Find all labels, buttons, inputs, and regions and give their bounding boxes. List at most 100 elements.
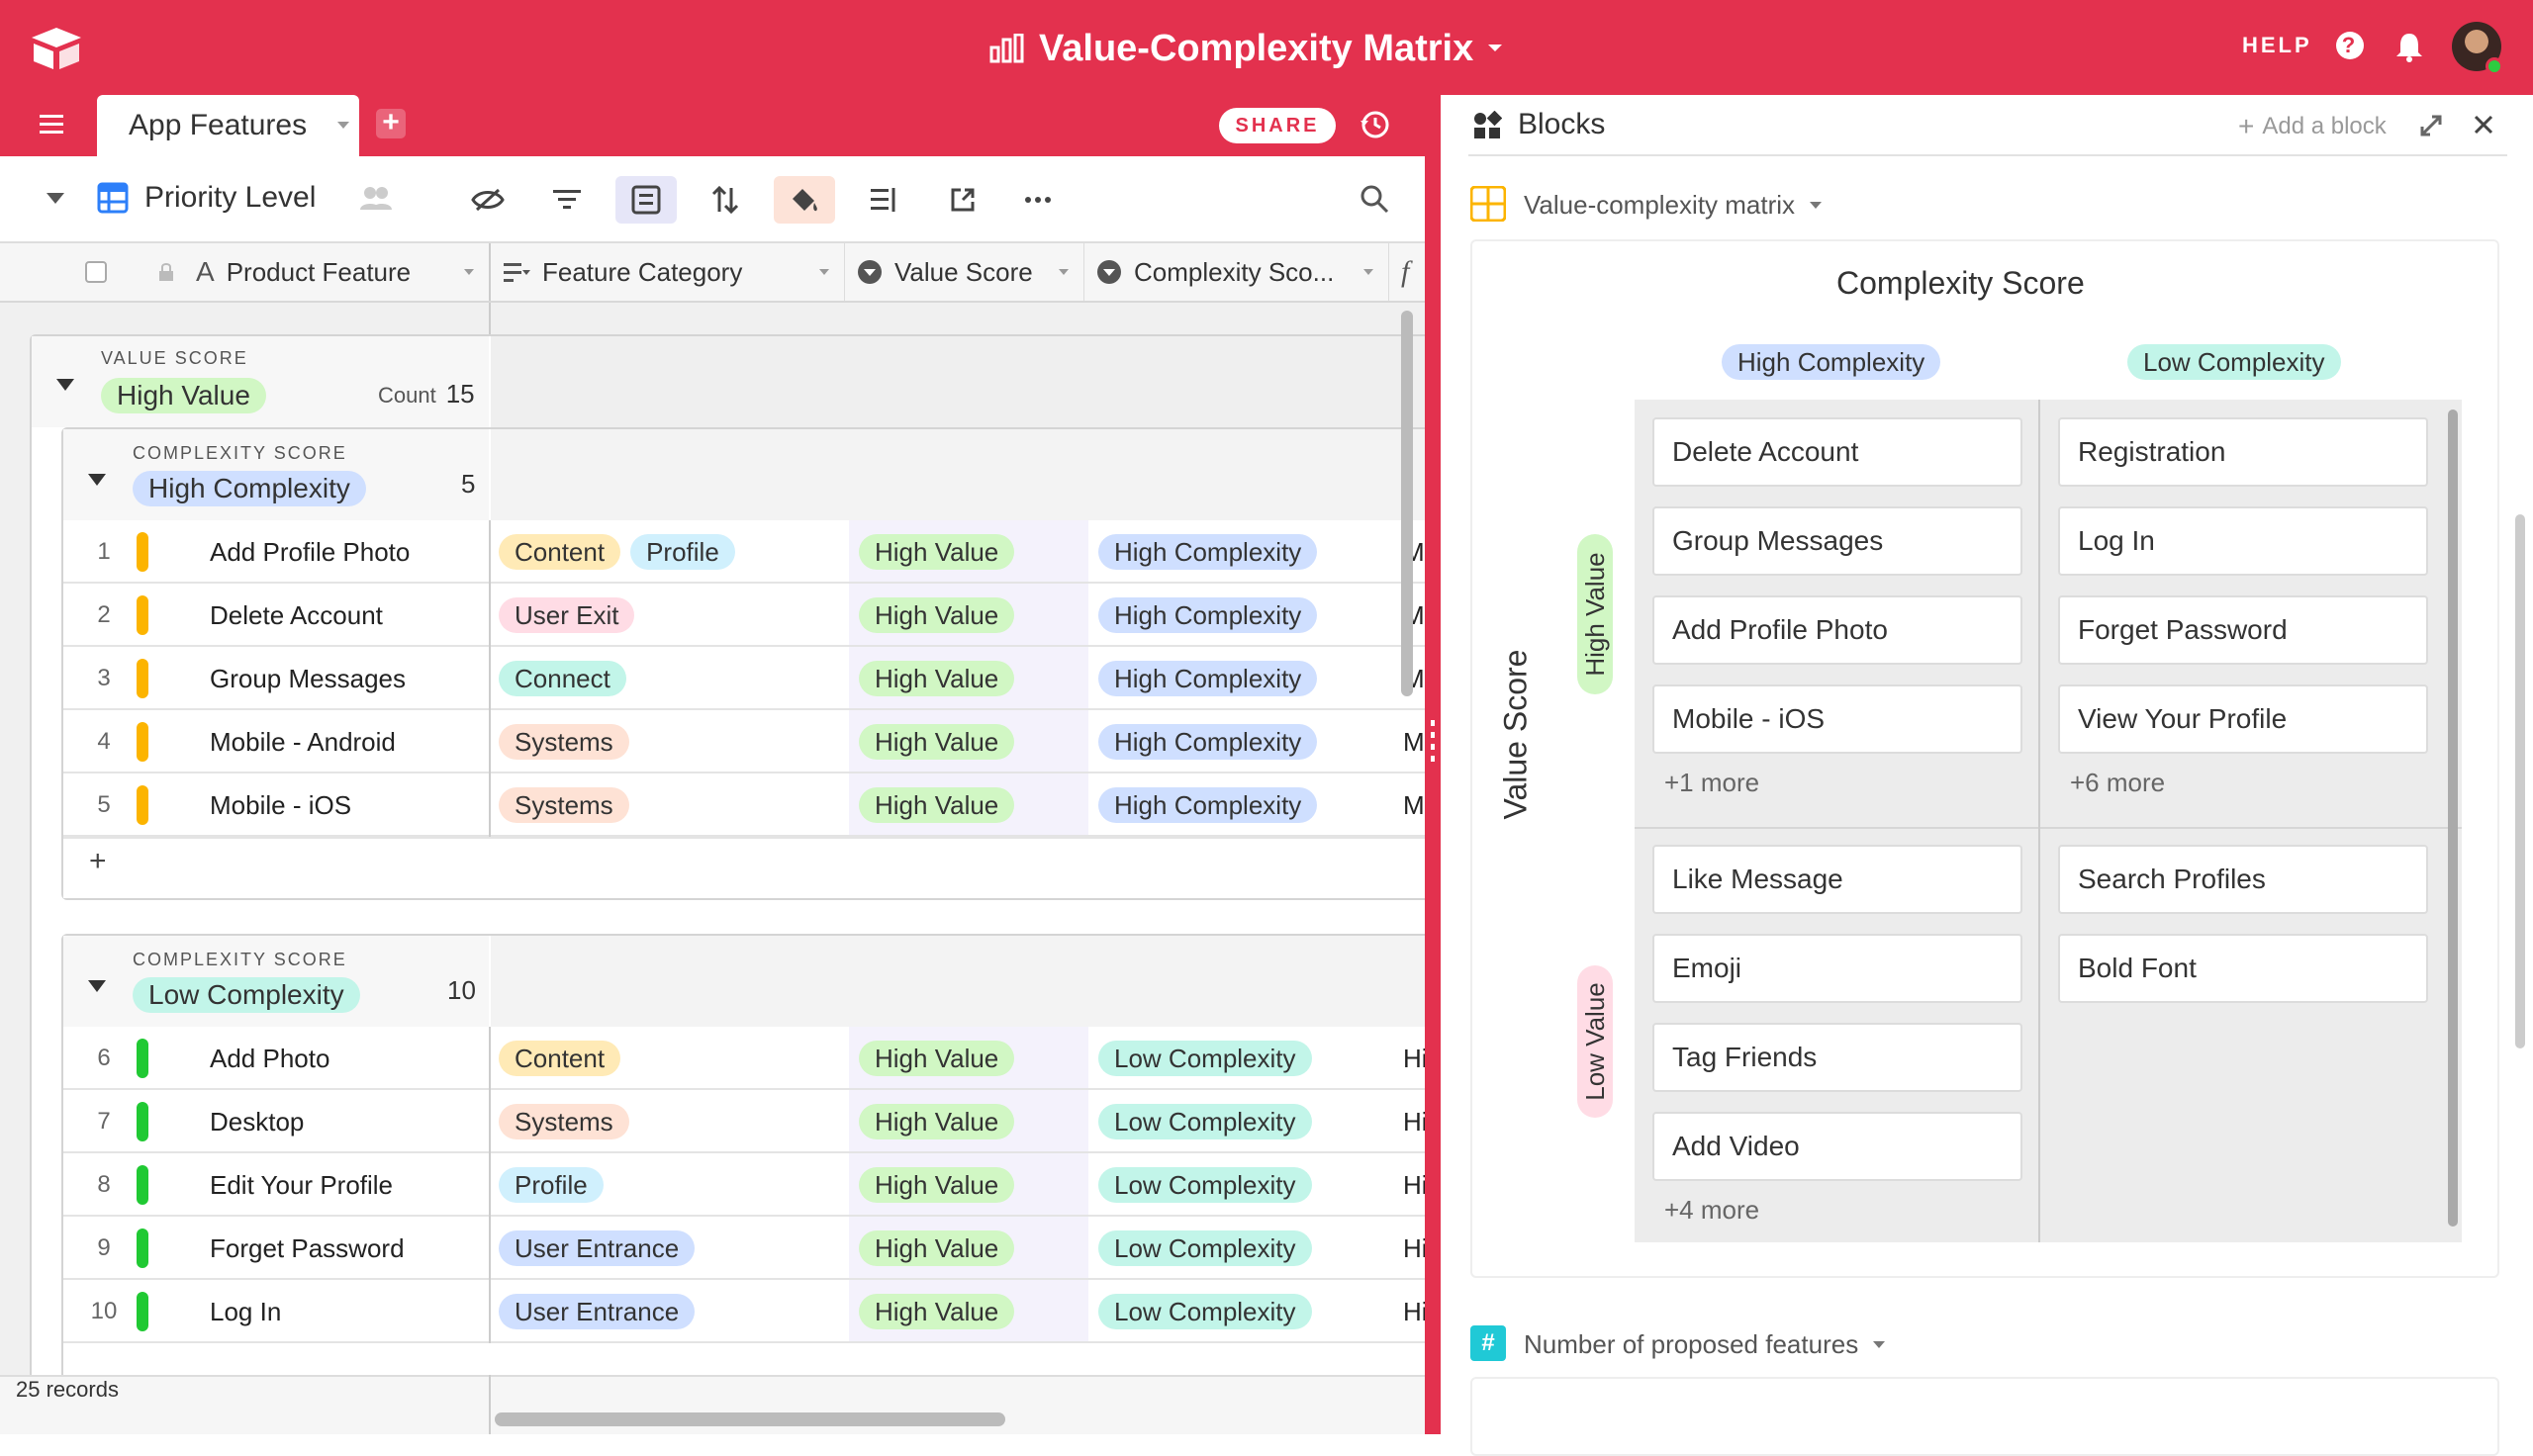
value-score-cell[interactable]: High Value xyxy=(859,724,1015,760)
value-score-cell[interactable]: High Value xyxy=(859,661,1015,696)
feature-category-cell[interactable]: Systems xyxy=(499,724,629,760)
primary-column-header[interactable]: A Product Feature xyxy=(0,243,491,301)
collaborators-icon[interactable] xyxy=(358,184,394,212)
feature-category-cell[interactable]: Profile xyxy=(499,1167,604,1203)
more-options-icon[interactable] xyxy=(1007,176,1069,224)
collapse-group-caret-icon[interactable] xyxy=(87,979,107,993)
table-row[interactable]: 4 Mobile - Android Systems High Value High C… xyxy=(63,710,1425,774)
grid-horizontal-scrollbar[interactable] xyxy=(495,1412,1005,1426)
number-block-name[interactable]: Number of proposed features xyxy=(1524,1329,1886,1360)
add-table-button[interactable]: + xyxy=(376,108,406,138)
formula-cell[interactable]: Hi xyxy=(1403,1170,1425,1200)
formula-cell[interactable]: Hi xyxy=(1403,1233,1425,1263)
formula-cell[interactable]: M xyxy=(1403,727,1425,757)
search-icon[interactable] xyxy=(1360,184,1389,214)
base-title[interactable]: Value-Complexity Matrix xyxy=(989,24,1503,73)
group-icon[interactable] xyxy=(615,176,677,224)
table-row[interactable]: 2 Delete Account User Exit High Value High C… xyxy=(63,584,1425,647)
value-score-cell[interactable]: High Value xyxy=(859,1294,1015,1329)
value-score-cell[interactable]: High Value xyxy=(859,787,1015,823)
filter-icon[interactable] xyxy=(536,176,598,224)
matrix-record-card[interactable]: Emoji xyxy=(1652,934,2022,1003)
product-feature-cell[interactable]: Log In xyxy=(210,1297,282,1326)
share-view-icon[interactable] xyxy=(932,176,993,224)
notification-bell-icon[interactable] xyxy=(2392,30,2426,63)
complexity-score-cell[interactable]: High Complexity xyxy=(1098,534,1318,570)
share-button[interactable]: SHARE xyxy=(1219,108,1336,143)
table-row[interactable]: 9 Forget Password User Entrance High Value L… xyxy=(63,1217,1425,1280)
feature-category-cell[interactable]: User Entrance xyxy=(499,1294,696,1329)
expand-icon[interactable] xyxy=(2420,115,2442,136)
feature-category-cell[interactable]: Content Profile xyxy=(499,534,735,570)
tab-app-features[interactable]: App Features xyxy=(97,95,359,156)
matrix-record-card[interactable]: Add Profile Photo xyxy=(1652,595,2022,665)
collapse-group-caret-icon[interactable] xyxy=(87,473,107,487)
complexity-score-cell[interactable]: High Complexity xyxy=(1098,787,1318,823)
blocks-panel-scrollbar[interactable] xyxy=(2515,514,2525,1048)
feature-category-cell[interactable]: Systems xyxy=(499,787,629,823)
column-menu-caret-icon[interactable] xyxy=(1058,268,1070,276)
matrix-record-card[interactable]: Group Messages xyxy=(1652,506,2022,576)
feature-category-cell[interactable]: Content xyxy=(499,1041,621,1076)
collapse-group-caret-icon[interactable] xyxy=(55,378,75,392)
add-record-row[interactable] xyxy=(63,837,1425,898)
complexity-score-column-header[interactable]: Complexity Sco... xyxy=(1084,243,1389,301)
row-height-icon[interactable] xyxy=(853,176,914,224)
formula-cell[interactable]: Hi xyxy=(1403,1107,1425,1137)
complexity-score-cell[interactable]: Low Complexity xyxy=(1098,1230,1312,1266)
value-score-cell[interactable]: High Value xyxy=(859,534,1015,570)
complexity-score-cell[interactable]: Low Complexity xyxy=(1098,1167,1312,1203)
matrix-record-card[interactable]: Like Message xyxy=(1652,845,2022,914)
quadrant-more-link[interactable]: +4 more xyxy=(1664,1195,1760,1225)
product-feature-cell[interactable]: Desktop xyxy=(210,1107,305,1137)
value-score-column-header[interactable]: Value Score xyxy=(845,243,1084,301)
product-feature-cell[interactable]: Delete Account xyxy=(210,600,383,630)
help-link[interactable]: HELP ? xyxy=(2242,30,2366,61)
pane-resize-handle[interactable] xyxy=(1425,95,1441,1434)
product-feature-cell[interactable]: Group Messages xyxy=(210,664,406,693)
column-menu-caret-icon[interactable] xyxy=(1362,268,1374,276)
column-menu-caret-icon[interactable] xyxy=(463,268,475,276)
formula-cell[interactable]: Hi xyxy=(1403,1044,1425,1073)
complexity-score-cell[interactable]: High Complexity xyxy=(1098,724,1318,760)
table-row[interactable]: 5 Mobile - iOS Systems High Value High Compl… xyxy=(63,774,1425,837)
quadrant-more-link[interactable]: +6 more xyxy=(2070,768,2166,797)
feature-category-cell[interactable]: Systems xyxy=(499,1104,629,1139)
hamburger-menu-icon[interactable] xyxy=(40,113,63,135)
formula-cell[interactable]: M xyxy=(1403,790,1425,820)
matrix-record-card[interactable]: Add Video xyxy=(1652,1112,2022,1181)
column-menu-caret-icon[interactable] xyxy=(818,268,830,276)
product-feature-cell[interactable]: Add Profile Photo xyxy=(210,537,411,567)
matrix-record-card[interactable]: View Your Profile xyxy=(2058,684,2428,754)
formula-cell[interactable]: Hi xyxy=(1403,1297,1425,1326)
value-score-cell[interactable]: High Value xyxy=(859,1167,1015,1203)
matrix-record-card[interactable]: Bold Font xyxy=(2058,934,2428,1003)
airtable-logo-icon[interactable] xyxy=(28,24,85,73)
table-row[interactable]: 3 Group Messages Connect High Value High Com… xyxy=(63,647,1425,710)
table-row[interactable]: 8 Edit Your Profile Profile High Value Low C… xyxy=(63,1153,1425,1217)
complexity-score-cell[interactable]: Low Complexity xyxy=(1098,1294,1312,1329)
feature-category-cell[interactable]: Connect xyxy=(499,661,626,696)
add-block-button[interactable]: + Add a block xyxy=(2238,111,2387,142)
collapse-sidebar-caret-icon[interactable] xyxy=(46,192,65,206)
view-name[interactable]: Priority Level xyxy=(144,181,317,214)
close-icon[interactable] xyxy=(2474,115,2493,135)
product-feature-cell[interactable]: Mobile - iOS xyxy=(210,790,352,820)
matrix-record-card[interactable]: Search Profiles xyxy=(2058,845,2428,914)
feature-category-cell[interactable]: User Entrance xyxy=(499,1230,696,1266)
product-feature-cell[interactable]: Add Photo xyxy=(210,1044,330,1073)
table-row[interactable]: 7 Desktop Systems High Value Low Complexity H… xyxy=(63,1090,1425,1153)
matrix-record-card[interactable]: Mobile - iOS xyxy=(1652,684,2022,754)
matrix-block-name[interactable]: Value-complexity matrix xyxy=(1524,190,1823,221)
table-row[interactable]: 1 Add Profile Photo Content Profile High Val… xyxy=(63,520,1425,584)
select-all-checkbox[interactable] xyxy=(85,261,107,283)
matrix-vertical-scrollbar[interactable] xyxy=(2448,410,2458,1227)
value-score-cell[interactable]: High Value xyxy=(859,1041,1015,1076)
value-score-cell[interactable]: High Value xyxy=(859,597,1015,633)
table-row[interactable]: 6 Add Photo Content High Value Low Complexit… xyxy=(63,1027,1425,1090)
value-score-cell[interactable]: High Value xyxy=(859,1230,1015,1266)
resize-grip-icon[interactable] xyxy=(1431,720,1435,762)
hide-fields-icon[interactable] xyxy=(457,176,518,224)
matrix-record-card[interactable]: Tag Friends xyxy=(1652,1023,2022,1092)
product-feature-cell[interactable]: Forget Password xyxy=(210,1233,405,1263)
